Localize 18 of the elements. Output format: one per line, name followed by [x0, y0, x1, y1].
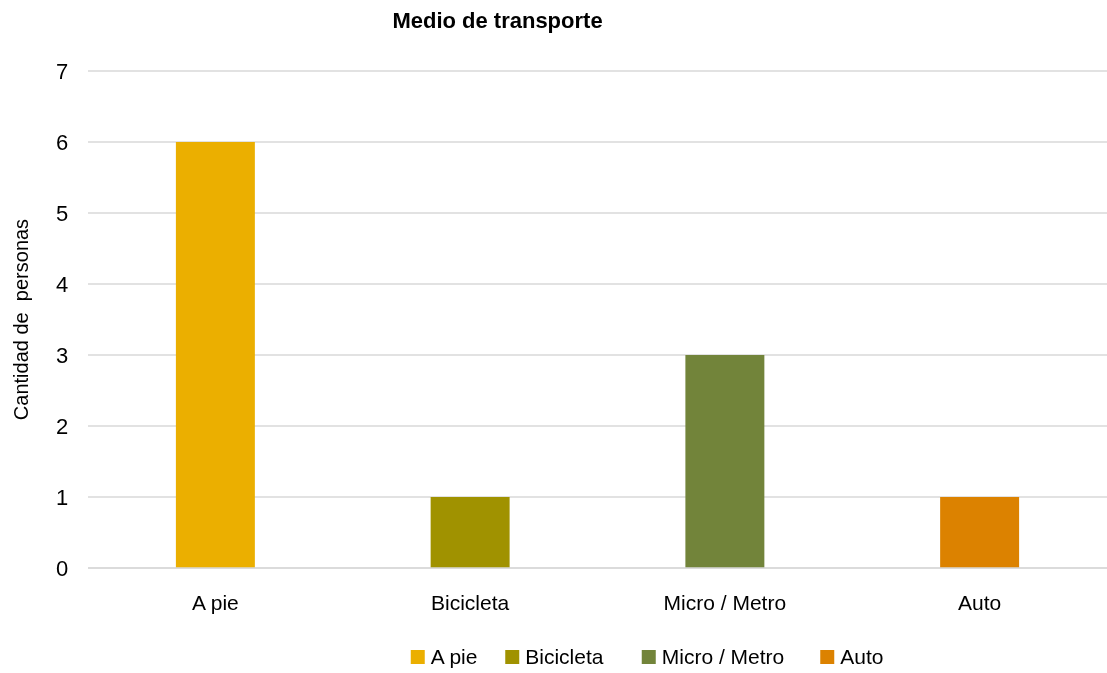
- y-tick-label: 5: [55, 200, 69, 226]
- legend-label: Auto: [840, 645, 884, 669]
- x-tick-label: Auto: [958, 591, 1002, 614]
- y-tick-label: 7: [55, 58, 69, 84]
- chart-title: Medio de transporte: [392, 8, 603, 33]
- y-tick-label: 6: [55, 129, 69, 155]
- legend-label: Micro / Metro: [661, 645, 785, 669]
- y-tick-label: 2: [55, 413, 69, 439]
- legend-label: Bicicleta: [525, 645, 604, 669]
- legend-label: A pie: [430, 645, 478, 669]
- y-tick-label: 4: [55, 271, 69, 297]
- y-tick-label: 0: [55, 555, 69, 581]
- x-tick-label: Bicicleta: [431, 591, 510, 614]
- y-tick-label: 3: [55, 342, 69, 368]
- y-tick-label: 1: [55, 484, 69, 510]
- y-axis-title: Cantidad de personas: [10, 218, 32, 421]
- x-tick-label: Micro / Metro: [663, 591, 787, 614]
- x-tick-label: A pie: [192, 591, 239, 614]
